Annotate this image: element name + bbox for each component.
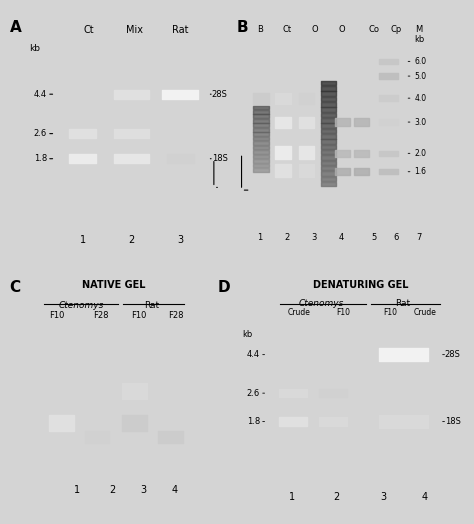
Text: 28S: 28S [445, 350, 461, 359]
Text: Crude: Crude [414, 308, 437, 318]
Text: B: B [237, 20, 249, 36]
Text: 5: 5 [371, 233, 376, 242]
Text: 6: 6 [393, 233, 399, 242]
Text: 4.4: 4.4 [34, 90, 47, 99]
Text: 1.6: 1.6 [414, 167, 427, 176]
Text: 1: 1 [289, 492, 295, 502]
Text: Ct: Ct [83, 25, 94, 35]
Text: O: O [311, 25, 318, 34]
Text: O: O [338, 25, 345, 34]
Text: A: A [9, 20, 21, 36]
Text: F10: F10 [337, 308, 351, 318]
Text: 4: 4 [339, 233, 344, 242]
Text: F10: F10 [131, 311, 146, 320]
Text: Ctenomys: Ctenomys [299, 299, 344, 308]
Text: 4.0: 4.0 [414, 94, 427, 103]
Text: C: C [9, 280, 20, 295]
Text: 2.0: 2.0 [414, 149, 427, 158]
Text: 2: 2 [333, 492, 339, 502]
Text: 1: 1 [74, 485, 80, 495]
Text: F10: F10 [49, 311, 64, 320]
Text: 1: 1 [257, 233, 263, 242]
Text: 4: 4 [172, 485, 178, 495]
Text: Ct: Ct [283, 25, 292, 34]
Text: 3: 3 [380, 492, 386, 502]
Text: 7: 7 [416, 233, 422, 242]
Text: Mix: Mix [126, 25, 143, 35]
Text: 4.4: 4.4 [247, 350, 260, 359]
Text: 2: 2 [128, 235, 135, 245]
Text: 5.0: 5.0 [414, 72, 427, 81]
Text: 1: 1 [80, 235, 86, 245]
Text: 2: 2 [284, 233, 290, 242]
Text: M: M [415, 25, 423, 34]
Text: kb: kb [414, 35, 425, 43]
Text: D: D [218, 280, 231, 295]
Text: Rat: Rat [395, 299, 410, 308]
Text: 4: 4 [422, 492, 428, 502]
Text: Rat: Rat [172, 25, 189, 35]
Text: kb: kb [243, 330, 253, 339]
Text: F28: F28 [169, 311, 184, 320]
Text: Rat: Rat [144, 301, 159, 310]
Text: B: B [257, 25, 263, 34]
Text: F10: F10 [383, 308, 398, 318]
Text: 6.0: 6.0 [414, 57, 427, 66]
Text: 28S: 28S [212, 90, 228, 99]
Text: 1.8: 1.8 [34, 154, 47, 163]
Text: NATIVE GEL: NATIVE GEL [82, 280, 146, 290]
Text: 2.6: 2.6 [246, 389, 260, 398]
Text: 3.0: 3.0 [414, 117, 427, 127]
Text: 18S: 18S [212, 154, 228, 163]
Text: DENATURING GEL: DENATURING GEL [313, 280, 409, 290]
Text: F28: F28 [93, 311, 108, 320]
Text: 2: 2 [109, 485, 116, 495]
Text: Cp: Cp [391, 25, 402, 34]
Text: 1.8: 1.8 [246, 417, 260, 426]
Text: 2.6: 2.6 [34, 129, 47, 138]
Text: 3: 3 [141, 485, 147, 495]
Text: 18S: 18S [445, 417, 461, 426]
Text: Co: Co [368, 25, 379, 34]
Text: 3: 3 [177, 235, 183, 245]
Text: Ctenomys: Ctenomys [59, 301, 104, 310]
Text: Crude: Crude [288, 308, 311, 318]
Text: kb: kb [29, 44, 40, 53]
Text: 3: 3 [312, 233, 317, 242]
